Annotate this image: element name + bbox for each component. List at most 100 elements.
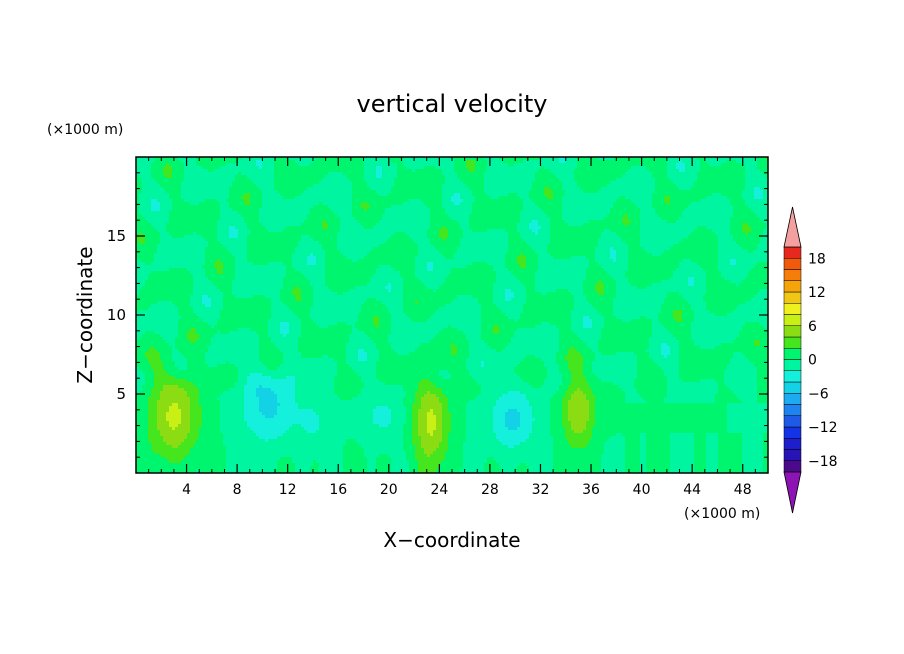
field-cell [745,166,749,170]
field-cell [469,160,473,164]
field-cell [439,163,443,167]
field-cell [592,187,596,191]
field-cell [136,175,140,179]
field-cell [442,214,446,218]
field-cell [553,175,557,179]
field-cell [415,166,419,170]
field-cell [676,190,680,194]
field-cell [205,208,209,212]
field-cell [562,169,566,173]
field-cell [379,226,383,230]
field-cell [652,172,656,176]
field-cell [172,172,176,176]
field-cell [151,187,155,191]
field-cell [400,166,404,170]
field-cell [355,220,359,224]
field-cell [739,205,743,209]
field-cell [475,172,479,176]
field-cell [625,190,629,194]
field-cell [349,214,353,218]
field-cell [241,211,245,215]
field-cell [424,178,428,182]
field-cell [286,169,290,173]
field-cell [229,196,233,200]
field-cell [256,163,260,167]
field-cell [556,157,560,161]
field-cell [706,163,710,167]
field-cell [409,184,413,188]
field-cell [391,196,395,200]
field-cell [457,184,461,188]
field-cell [250,178,254,182]
field-cell [172,187,176,191]
field-cell [598,193,602,197]
field-cell [286,211,290,215]
field-cell [322,157,326,161]
field-cell [277,205,281,209]
field-cell [469,208,473,212]
field-cell [292,199,296,203]
field-cell [397,208,401,212]
field-cell [700,193,704,197]
field-cell [247,169,251,173]
field-cell [175,163,179,167]
field-cell [376,211,380,215]
field-cell [244,202,248,206]
field-cell [646,181,650,185]
field-cell [154,196,158,200]
field-cell [394,157,398,161]
field-cell [394,175,398,179]
field-cell [424,181,428,185]
field-cell [547,202,551,206]
field-cell [613,223,617,227]
field-cell [574,196,578,200]
field-cell [697,214,701,218]
field-cell [166,187,170,191]
field-cell [589,211,593,215]
field-cell [514,166,518,170]
field-cell [265,196,269,200]
field-cell [559,205,563,209]
field-cell [193,202,197,206]
field-cell [514,223,518,227]
field-cell [400,175,404,179]
field-cell [253,223,257,227]
field-cell [754,214,758,218]
field-cell [691,175,695,179]
field-cell [538,214,542,218]
field-cell [379,157,383,161]
field-cell [349,217,353,221]
field-cell [511,157,515,161]
field-cell [511,196,515,200]
field-cell [703,208,707,212]
field-cell [682,196,686,200]
field-cell [442,220,446,224]
field-cell [166,193,170,197]
field-cell [727,196,731,200]
field-cell [556,190,560,194]
field-cell [367,211,371,215]
field-cell [430,223,434,227]
field-cell [175,226,179,230]
field-cell [148,184,152,188]
field-cell [160,193,164,197]
field-cell [181,220,185,224]
field-cell [211,160,215,164]
field-cell [664,217,668,221]
field-cell [253,163,257,167]
field-cell [253,178,257,182]
field-cell [208,172,212,176]
field-cell [487,190,491,194]
field-cell [595,181,599,185]
field-cell [664,223,668,227]
field-cell [322,163,326,167]
field-cell [361,226,365,230]
field-cell [760,208,764,212]
field-cell [211,187,215,191]
field-cell [520,181,524,185]
field-cell [202,193,206,197]
field-cell [460,187,464,191]
field-cell [631,172,635,176]
field-cell [196,202,200,206]
field-cell [355,208,359,212]
